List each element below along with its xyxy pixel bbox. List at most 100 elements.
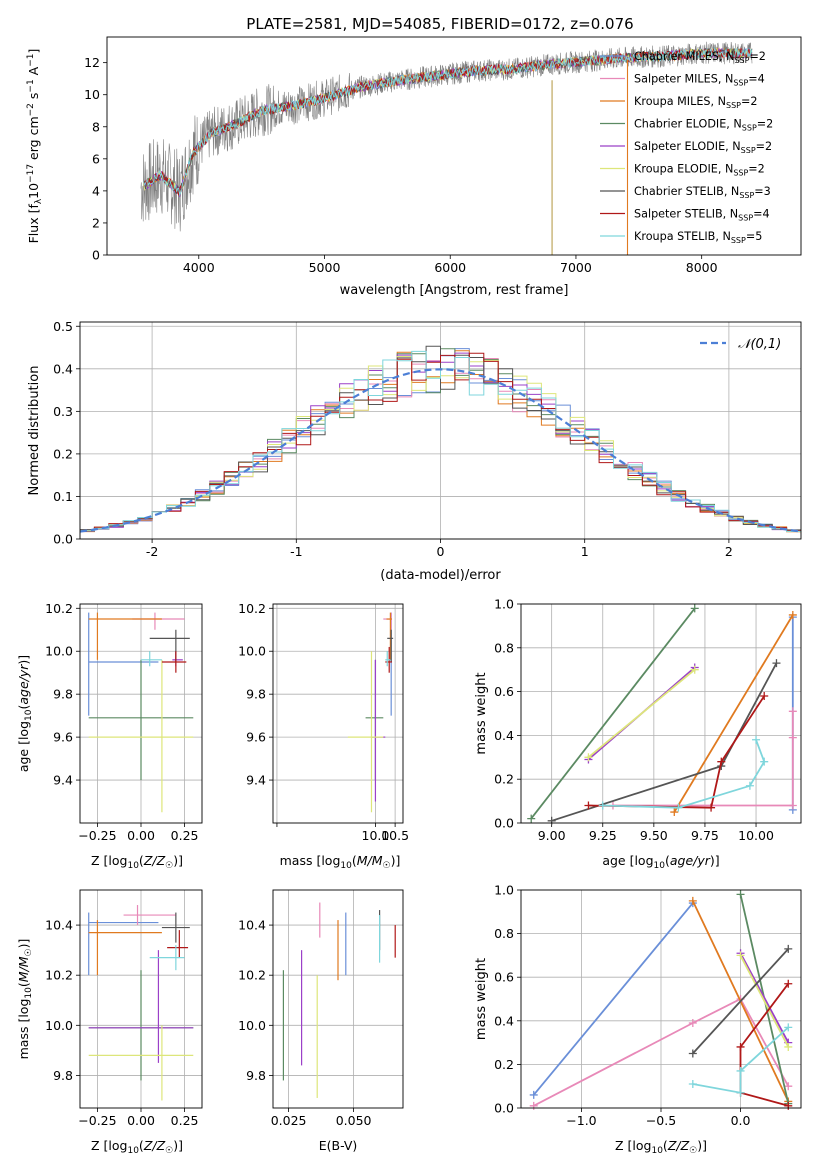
x-tick-label: 6000 (434, 260, 466, 275)
axes-frame (79, 889, 203, 1109)
weight_vs_z-ylabel: mass weight (474, 958, 489, 1040)
x-tick-label: 0.00 (127, 828, 155, 843)
y-tick-label: 0.8 (494, 640, 514, 655)
x-tick-label: 9.50 (640, 828, 668, 843)
y-tick-label: 12 (84, 55, 100, 70)
legend-entry: Kroupa MILES, NSSP=2 (634, 95, 757, 110)
x-tick-label: 0.25 (171, 1113, 199, 1128)
y-tick-label: 9.8 (53, 1068, 73, 1083)
x-tick-label: 0 (437, 544, 445, 559)
mass_vs_ebv-axes: 0.025 0.050 9.8 10.0 10.2 10.4 (238, 890, 403, 1128)
weight_vs_age-ylabel: mass weight (474, 672, 489, 754)
weight_vs_z-axes: −1.0 −0.5 0.0 0.0 0.2 0.4 0.6 0.8 1.0 (494, 883, 801, 1128)
x-tick-label: 0.025 (271, 1113, 307, 1128)
weight-point-marker (784, 1101, 793, 1110)
weight-age-xlabel: age [log10(age/yr)] (602, 853, 719, 871)
weight-point-marker (584, 801, 593, 810)
x-tick-label: 10.00 (738, 828, 774, 843)
y-tick-label: 10.4 (45, 918, 73, 933)
legend-entry: Chabrier ELODIE, NSSP=2 (634, 118, 773, 133)
residuals-xlabel: (data-model)/error (380, 568, 501, 583)
x-tick-label: 10.0 (362, 828, 390, 843)
weight-series-line (692, 1026, 789, 1094)
weight-series-line (613, 711, 794, 807)
weight-point-marker (688, 1049, 697, 1058)
weight-point-marker (784, 1023, 793, 1032)
x-tick-label: 0.00 (127, 1113, 155, 1128)
axes-frame (520, 603, 802, 824)
axes-frame (79, 603, 203, 824)
legend-entry: Salpeter ELODIE, NSSP=2 (634, 140, 772, 155)
legend-entry: Chabrier MILES, NSSP=2 (634, 50, 766, 65)
weight-series-line (587, 669, 696, 758)
weight-series-line (739, 954, 790, 1048)
spectrum-xlabel: wavelength [Angstrom, rest frame] (340, 283, 569, 298)
weight-point-marker (772, 659, 781, 668)
y-tick-label: 0.5 (53, 319, 73, 334)
y-tick-label: 10.2 (45, 968, 73, 983)
weight-series-line (530, 607, 696, 820)
y-tick-label: 0.0 (494, 1101, 514, 1116)
figure-title: PLATE=2581, MJD=54085, FIBERID=0172, z=0… (246, 15, 633, 33)
weight-series-line (673, 614, 794, 813)
x-tick-label: 9.00 (538, 828, 566, 843)
x-tick-label: 8000 (686, 260, 718, 275)
weight-series-line (739, 952, 790, 1044)
age_vs_z-axes: −0.25 0.00 0.25 9.4 9.6 9.8 10.0 10.2 (45, 601, 202, 843)
legend-entry: Salpeter STELIB, NSSP=4 (634, 208, 770, 223)
axes-frame (106, 36, 802, 256)
mass-z-xlabel: Z [log10(Z/Z☉)] (91, 1138, 183, 1156)
weight-point-marker (788, 707, 797, 716)
axes-frame (79, 321, 802, 540)
weight-series-line (533, 997, 790, 1107)
weight-point-marker (690, 604, 699, 613)
weight-point-marker (760, 757, 769, 766)
y-tick-label: 0 (92, 248, 100, 263)
weight-point-marker (784, 944, 793, 953)
weight-point-marker (529, 1090, 538, 1099)
x-tick-label: 0.0 (731, 1113, 751, 1128)
y-tick-label: 0.6 (494, 970, 514, 985)
y-tick-label: 9.8 (246, 687, 266, 702)
x-tick-label: 0.050 (336, 1113, 372, 1128)
x-tick-label: 7000 (560, 260, 592, 275)
residuals-ylabel: Normed distribution (27, 366, 42, 496)
x-tick-label: 9.25 (589, 828, 617, 843)
y-tick-label: 10.0 (238, 644, 266, 659)
y-tick-label: 9.4 (53, 773, 73, 788)
x-tick-label: −0.25 (78, 1113, 116, 1128)
legend-entry: Kroupa STELIB, NSSP=5 (634, 230, 762, 245)
weight-point-marker (745, 781, 754, 790)
y-tick-label: 0.4 (494, 1013, 514, 1028)
x-tick-label: 9.75 (691, 828, 719, 843)
weight-point-marker (784, 979, 793, 988)
y-tick-label: 9.8 (53, 687, 73, 702)
weight-point-marker (674, 803, 683, 812)
weight-point-marker (688, 896, 697, 905)
mass-ebv-xlabel: E(B-V) (319, 1138, 358, 1153)
y-tick-label: 4 (92, 183, 100, 198)
weight-series-line (551, 662, 778, 822)
weight-point-marker (736, 1042, 745, 1051)
x-tick-label: −1.0 (566, 1113, 596, 1128)
weight-point-marker (788, 801, 797, 810)
weight-point-marker (788, 610, 797, 619)
y-tick-label: 0.4 (494, 728, 514, 743)
axes-frame (272, 603, 404, 824)
weight-point-marker (736, 1066, 745, 1075)
x-tick-label: 5000 (309, 260, 341, 275)
legend-entry: 𝒩(0,1) (738, 337, 781, 352)
y-tick-label: 2 (92, 215, 100, 230)
mass_vs_z-axes: −0.25 0.00 0.25 9.8 10.0 10.2 10.4 (45, 890, 202, 1128)
y-tick-label: 10 (84, 87, 100, 102)
weight-point-marker (529, 1101, 538, 1110)
x-tick-label: 0.25 (171, 828, 199, 843)
y-tick-label: 0.2 (53, 446, 73, 461)
y-tick-label: 0.8 (494, 926, 514, 941)
weight-point-marker (752, 735, 761, 744)
weight-series-line (588, 695, 765, 809)
weight-point-marker (584, 753, 593, 762)
x-tick-label: 2 (725, 544, 733, 559)
y-tick-label: 0.6 (494, 684, 514, 699)
